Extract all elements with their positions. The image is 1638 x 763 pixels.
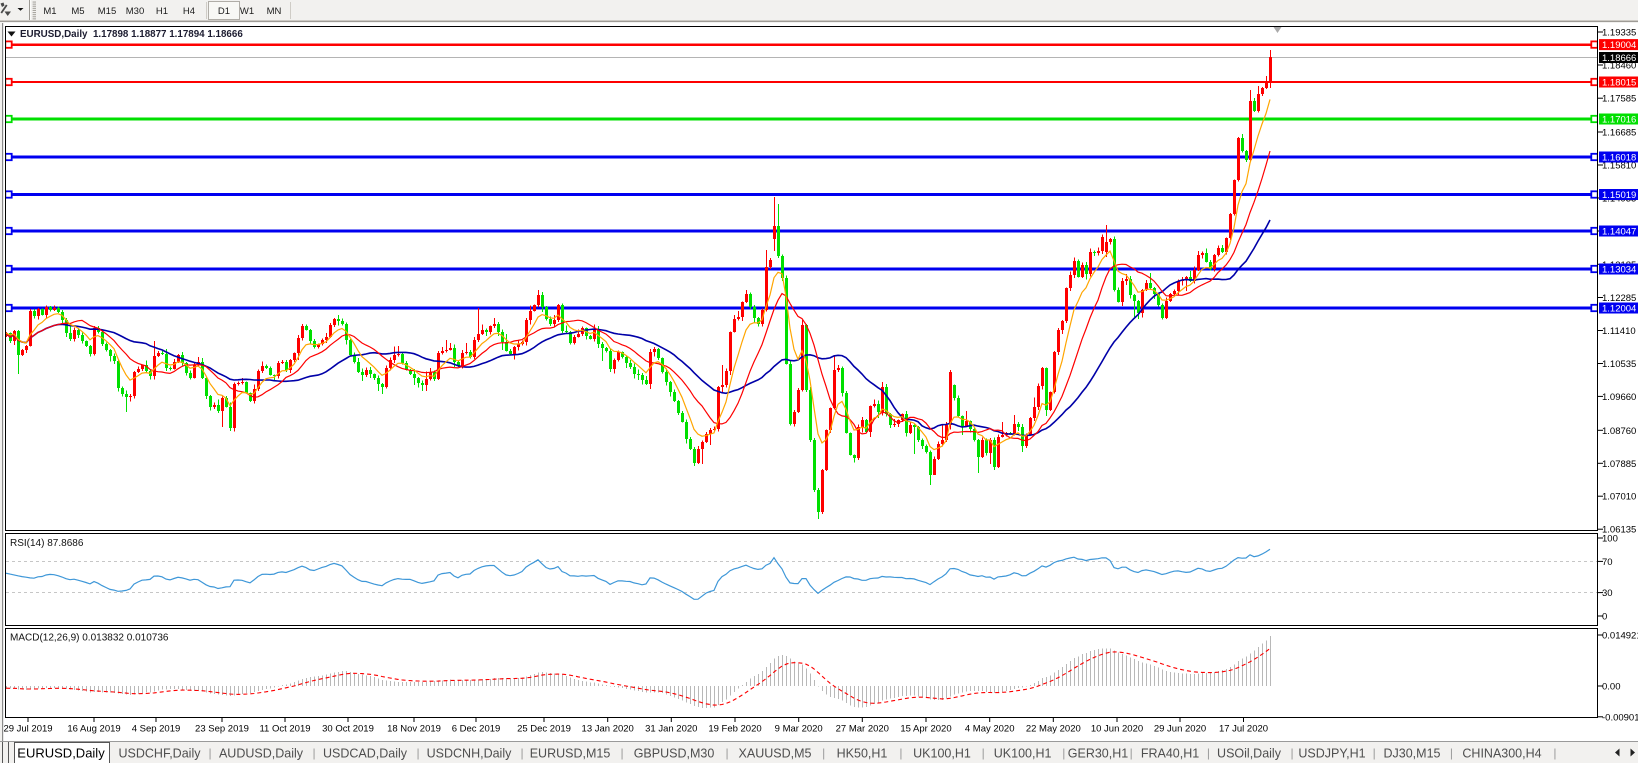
svg-text:1.06135: 1.06135 <box>1602 525 1636 536</box>
svg-text:0.0149210: 0.0149210 <box>1602 631 1638 642</box>
svg-text:-0.0090181: -0.0090181 <box>1602 712 1638 723</box>
svg-text:EURUSD,Daily 1.17898 1.18877: EURUSD,Daily 1.17898 1.18877 1.17894 1.1… <box>20 29 243 40</box>
svg-text:|: | <box>208 746 211 760</box>
svg-text:GBPUSD,M30: GBPUSD,M30 <box>634 747 715 761</box>
svg-text:1.17016: 1.17016 <box>1602 115 1636 126</box>
svg-text:D1: D1 <box>218 6 230 17</box>
svg-text:30: 30 <box>1602 588 1613 599</box>
svg-text:M30: M30 <box>126 6 144 17</box>
svg-text:30 Oct 2019: 30 Oct 2019 <box>322 724 374 735</box>
svg-text:|: | <box>416 746 419 760</box>
svg-text:9 Mar 2020: 9 Mar 2020 <box>775 724 823 735</box>
svg-text:|: | <box>1207 746 1210 760</box>
svg-text:1.16685: 1.16685 <box>1602 128 1636 139</box>
svg-text:1.17585: 1.17585 <box>1602 94 1636 105</box>
svg-text:MN: MN <box>267 6 282 17</box>
svg-text:0: 0 <box>1602 612 1607 623</box>
svg-text:|: | <box>520 746 523 760</box>
svg-text:1.19335: 1.19335 <box>1602 28 1636 39</box>
svg-text:1.12004: 1.12004 <box>1602 304 1636 315</box>
svg-text:1.12285: 1.12285 <box>1602 293 1636 304</box>
svg-text:AUDUSD,Daily: AUDUSD,Daily <box>219 747 304 761</box>
svg-text:EURUSD,Daily: EURUSD,Daily <box>17 746 105 761</box>
svg-text:6 Dec 2019: 6 Dec 2019 <box>452 724 501 735</box>
svg-text:UK100,H1: UK100,H1 <box>913 747 971 761</box>
svg-text:RSI(14) 87.8686: RSI(14) 87.8686 <box>10 538 84 549</box>
svg-text:29 Jun 2020: 29 Jun 2020 <box>1154 724 1206 735</box>
svg-text:1.10535: 1.10535 <box>1602 359 1636 370</box>
svg-text:18 Nov 2019: 18 Nov 2019 <box>387 724 441 735</box>
svg-text:22 May 2020: 22 May 2020 <box>1026 724 1081 735</box>
svg-text:10 Jun 2020: 10 Jun 2020 <box>1091 724 1143 735</box>
svg-text:1.11410: 1.11410 <box>1602 326 1636 337</box>
svg-text:|: | <box>1553 746 1556 760</box>
svg-text:W1: W1 <box>240 6 254 17</box>
svg-text:1.16018: 1.16018 <box>1602 153 1636 164</box>
svg-text:USDCNH,Daily: USDCNH,Daily <box>427 747 512 761</box>
svg-text:25 Dec 2019: 25 Dec 2019 <box>517 724 571 735</box>
svg-text:100: 100 <box>1602 534 1618 545</box>
svg-text:DJ30,M15: DJ30,M15 <box>1384 747 1441 761</box>
svg-text:|: | <box>620 746 623 760</box>
svg-text:13 Jan 2020: 13 Jan 2020 <box>582 724 634 735</box>
svg-text:EURUSD,M15: EURUSD,M15 <box>530 747 611 761</box>
svg-text:15 Apr 2020: 15 Apr 2020 <box>900 724 951 735</box>
svg-text:|: | <box>1291 746 1294 760</box>
svg-text:FRA40,H1: FRA40,H1 <box>1141 747 1199 761</box>
svg-text:M15: M15 <box>98 6 116 17</box>
svg-text:M5: M5 <box>71 6 84 17</box>
svg-text:USOil,Daily: USOil,Daily <box>1217 747 1282 761</box>
svg-text:CHINA300,H4: CHINA300,H4 <box>1462 747 1541 761</box>
svg-text:4 May 2020: 4 May 2020 <box>965 724 1015 735</box>
svg-text:USDJPY,H1: USDJPY,H1 <box>1298 747 1365 761</box>
svg-text:USDCAD,Daily: USDCAD,Daily <box>323 747 408 761</box>
svg-text:19 Feb 2020: 19 Feb 2020 <box>708 724 761 735</box>
svg-text:XAUUSD,M5: XAUUSD,M5 <box>739 747 812 761</box>
svg-text:1.19004: 1.19004 <box>1602 40 1636 51</box>
svg-text:4 Sep 2019: 4 Sep 2019 <box>132 724 181 735</box>
svg-text:GER30,H1: GER30,H1 <box>1068 747 1128 761</box>
svg-text:17 Jul 2020: 17 Jul 2020 <box>1219 724 1268 735</box>
svg-text:|: | <box>1450 746 1453 760</box>
svg-text:1.18015: 1.18015 <box>1602 78 1636 89</box>
svg-text:H1: H1 <box>156 6 168 17</box>
svg-text:1.07885: 1.07885 <box>1602 459 1636 470</box>
svg-text:|: | <box>822 746 825 760</box>
svg-text:29 Jul 2019: 29 Jul 2019 <box>3 724 52 735</box>
svg-text:70: 70 <box>1602 557 1613 568</box>
svg-text:1.13034: 1.13034 <box>1602 265 1636 276</box>
svg-text:27 Mar 2020: 27 Mar 2020 <box>836 724 889 735</box>
svg-text:11 Oct 2019: 11 Oct 2019 <box>259 724 310 735</box>
svg-text:1.14047: 1.14047 <box>1602 227 1636 238</box>
svg-text:HK50,H1: HK50,H1 <box>837 747 888 761</box>
svg-text:1.15810: 1.15810 <box>1602 161 1636 172</box>
svg-text:0.00: 0.00 <box>1602 682 1621 693</box>
svg-text:|: | <box>1130 746 1133 760</box>
svg-text:31 Jan 2020: 31 Jan 2020 <box>645 724 697 735</box>
svg-text:1.18460: 1.18460 <box>1602 61 1636 72</box>
svg-text:UK100,H1: UK100,H1 <box>994 747 1052 761</box>
svg-text:USDCHF,Daily: USDCHF,Daily <box>119 747 202 761</box>
svg-text:|: | <box>725 746 728 760</box>
svg-text:16 Aug 2019: 16 Aug 2019 <box>67 724 120 735</box>
svg-text:H4: H4 <box>183 6 195 17</box>
svg-text:1.09660: 1.09660 <box>1602 392 1636 403</box>
svg-text:1.15019: 1.15019 <box>1602 190 1636 201</box>
svg-text:MACD(12,26,9) 0.013832 0.01073: MACD(12,26,9) 0.013832 0.010736 <box>10 633 169 644</box>
svg-text:1.08760: 1.08760 <box>1602 426 1636 437</box>
svg-text:|: | <box>312 746 315 760</box>
svg-text:|: | <box>899 746 902 760</box>
svg-text:|: | <box>982 746 985 760</box>
svg-text:23 Sep 2019: 23 Sep 2019 <box>195 724 249 735</box>
svg-text:M1: M1 <box>43 6 56 17</box>
svg-text:1.07010: 1.07010 <box>1602 492 1636 503</box>
svg-text:1.18666: 1.18666 <box>1602 53 1636 64</box>
svg-text:|: | <box>1062 746 1065 760</box>
svg-text:|: | <box>1373 746 1376 760</box>
